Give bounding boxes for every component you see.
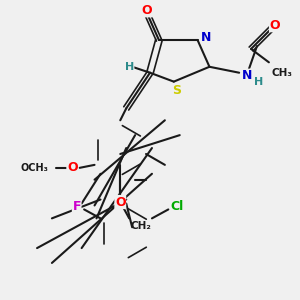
Text: F: F: [73, 200, 81, 213]
Text: OCH₃: OCH₃: [21, 163, 49, 173]
Text: H: H: [254, 76, 263, 87]
Text: O: O: [115, 196, 126, 208]
Text: O: O: [67, 161, 78, 174]
Text: H: H: [124, 62, 134, 72]
Text: S: S: [172, 84, 181, 97]
Text: N: N: [201, 31, 212, 44]
Text: Cl: Cl: [171, 200, 184, 213]
Text: O: O: [269, 19, 280, 32]
Text: CH₃: CH₃: [272, 68, 293, 78]
Text: O: O: [142, 4, 152, 17]
Text: N: N: [242, 69, 252, 82]
Text: CH₂: CH₂: [131, 221, 152, 231]
